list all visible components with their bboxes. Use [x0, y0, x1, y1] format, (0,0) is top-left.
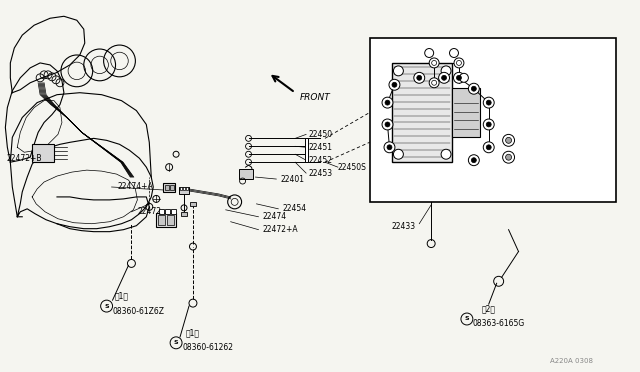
Circle shape	[506, 137, 511, 143]
Text: —22464: —22464	[513, 158, 545, 167]
Bar	[305, 138, 308, 162]
Text: —22467+A: —22467+A	[513, 76, 557, 85]
Text: 22472: 22472	[138, 207, 161, 216]
Circle shape	[384, 142, 395, 153]
Circle shape	[456, 76, 461, 80]
Circle shape	[454, 73, 465, 83]
Text: FRONT: FRONT	[300, 93, 331, 102]
Circle shape	[506, 154, 511, 160]
Text: 08360-61Z6Z: 08360-61Z6Z	[113, 307, 164, 315]
Bar	[32, 144, 54, 162]
Text: 22435+A: 22435+A	[444, 171, 480, 180]
Circle shape	[442, 76, 447, 80]
Text: （2）: （2）	[482, 305, 496, 314]
Circle shape	[429, 78, 439, 88]
Text: —23773E: —23773E	[513, 143, 550, 152]
Text: —22433H: —22433H	[513, 58, 551, 67]
Text: S: S	[174, 340, 179, 345]
Text: 22450S: 22450S	[338, 163, 367, 171]
Text: 23773+A: 23773+A	[372, 96, 408, 105]
Text: A220A 0308: A220A 0308	[550, 358, 593, 364]
Bar	[186, 187, 188, 190]
Circle shape	[460, 73, 468, 82]
Circle shape	[425, 48, 434, 57]
Bar	[180, 187, 182, 190]
Text: 08363-6165G: 08363-6165G	[473, 320, 525, 328]
Circle shape	[417, 76, 422, 80]
Text: 22453: 22453	[308, 169, 332, 177]
Circle shape	[441, 149, 451, 159]
Text: —22020: —22020	[513, 95, 545, 104]
Text: —23773+A: —23773+A	[513, 128, 557, 137]
Text: —22435: —22435	[513, 112, 545, 121]
Text: 22401: 22401	[280, 174, 304, 183]
Circle shape	[389, 79, 400, 90]
Bar	[239, 169, 253, 179]
Text: 22474+A: 22474+A	[118, 183, 153, 192]
Circle shape	[486, 122, 492, 127]
Text: 22467: 22467	[374, 58, 399, 67]
Bar	[165, 185, 169, 190]
Text: S: S	[104, 304, 109, 309]
Circle shape	[502, 151, 515, 163]
Text: 22472+B: 22472+B	[6, 154, 42, 163]
Circle shape	[394, 66, 403, 76]
Bar	[181, 212, 187, 216]
Circle shape	[468, 83, 479, 94]
Text: 22450: 22450	[308, 130, 332, 139]
Circle shape	[385, 100, 390, 105]
Circle shape	[429, 58, 439, 68]
Bar	[163, 183, 175, 192]
Text: 22472+A: 22472+A	[262, 225, 298, 234]
Circle shape	[483, 119, 494, 130]
Circle shape	[441, 66, 451, 76]
Bar	[179, 187, 189, 194]
Bar	[452, 88, 480, 137]
Circle shape	[387, 145, 392, 150]
Text: 23773E: 23773E	[372, 76, 402, 85]
Text: 22454: 22454	[282, 204, 307, 213]
Circle shape	[472, 158, 476, 163]
Text: 22452: 22452	[308, 156, 332, 165]
Text: 23773: 23773	[429, 158, 453, 167]
Circle shape	[483, 97, 494, 108]
Bar	[159, 209, 164, 214]
Bar	[165, 209, 170, 214]
Bar	[370, 38, 616, 202]
Text: （1）: （1）	[115, 292, 129, 301]
Bar	[190, 202, 196, 206]
Text: （1）: （1）	[186, 328, 200, 337]
Bar	[158, 215, 165, 225]
Circle shape	[385, 122, 390, 127]
Circle shape	[382, 119, 393, 130]
Circle shape	[486, 145, 492, 150]
Circle shape	[449, 48, 458, 57]
Text: S: S	[465, 317, 469, 321]
Text: 22451: 22451	[308, 143, 332, 152]
Text: 22433: 22433	[392, 222, 415, 231]
Text: 22433+A: 22433+A	[372, 170, 408, 179]
Text: 22474: 22474	[262, 212, 287, 221]
Circle shape	[472, 86, 476, 91]
Circle shape	[382, 97, 393, 108]
Circle shape	[468, 155, 479, 166]
Text: 23773: 23773	[374, 118, 399, 127]
Bar	[183, 187, 185, 190]
Bar	[392, 63, 452, 162]
Text: 08360-61262: 08360-61262	[182, 343, 233, 352]
Circle shape	[486, 100, 492, 105]
Circle shape	[392, 82, 397, 87]
Bar	[170, 185, 174, 190]
Circle shape	[502, 134, 515, 146]
Circle shape	[483, 142, 494, 153]
Bar	[167, 215, 174, 225]
Circle shape	[394, 149, 403, 159]
Bar	[156, 213, 176, 227]
Bar	[171, 209, 176, 214]
Circle shape	[454, 58, 464, 68]
Circle shape	[414, 73, 425, 83]
Circle shape	[438, 73, 449, 83]
